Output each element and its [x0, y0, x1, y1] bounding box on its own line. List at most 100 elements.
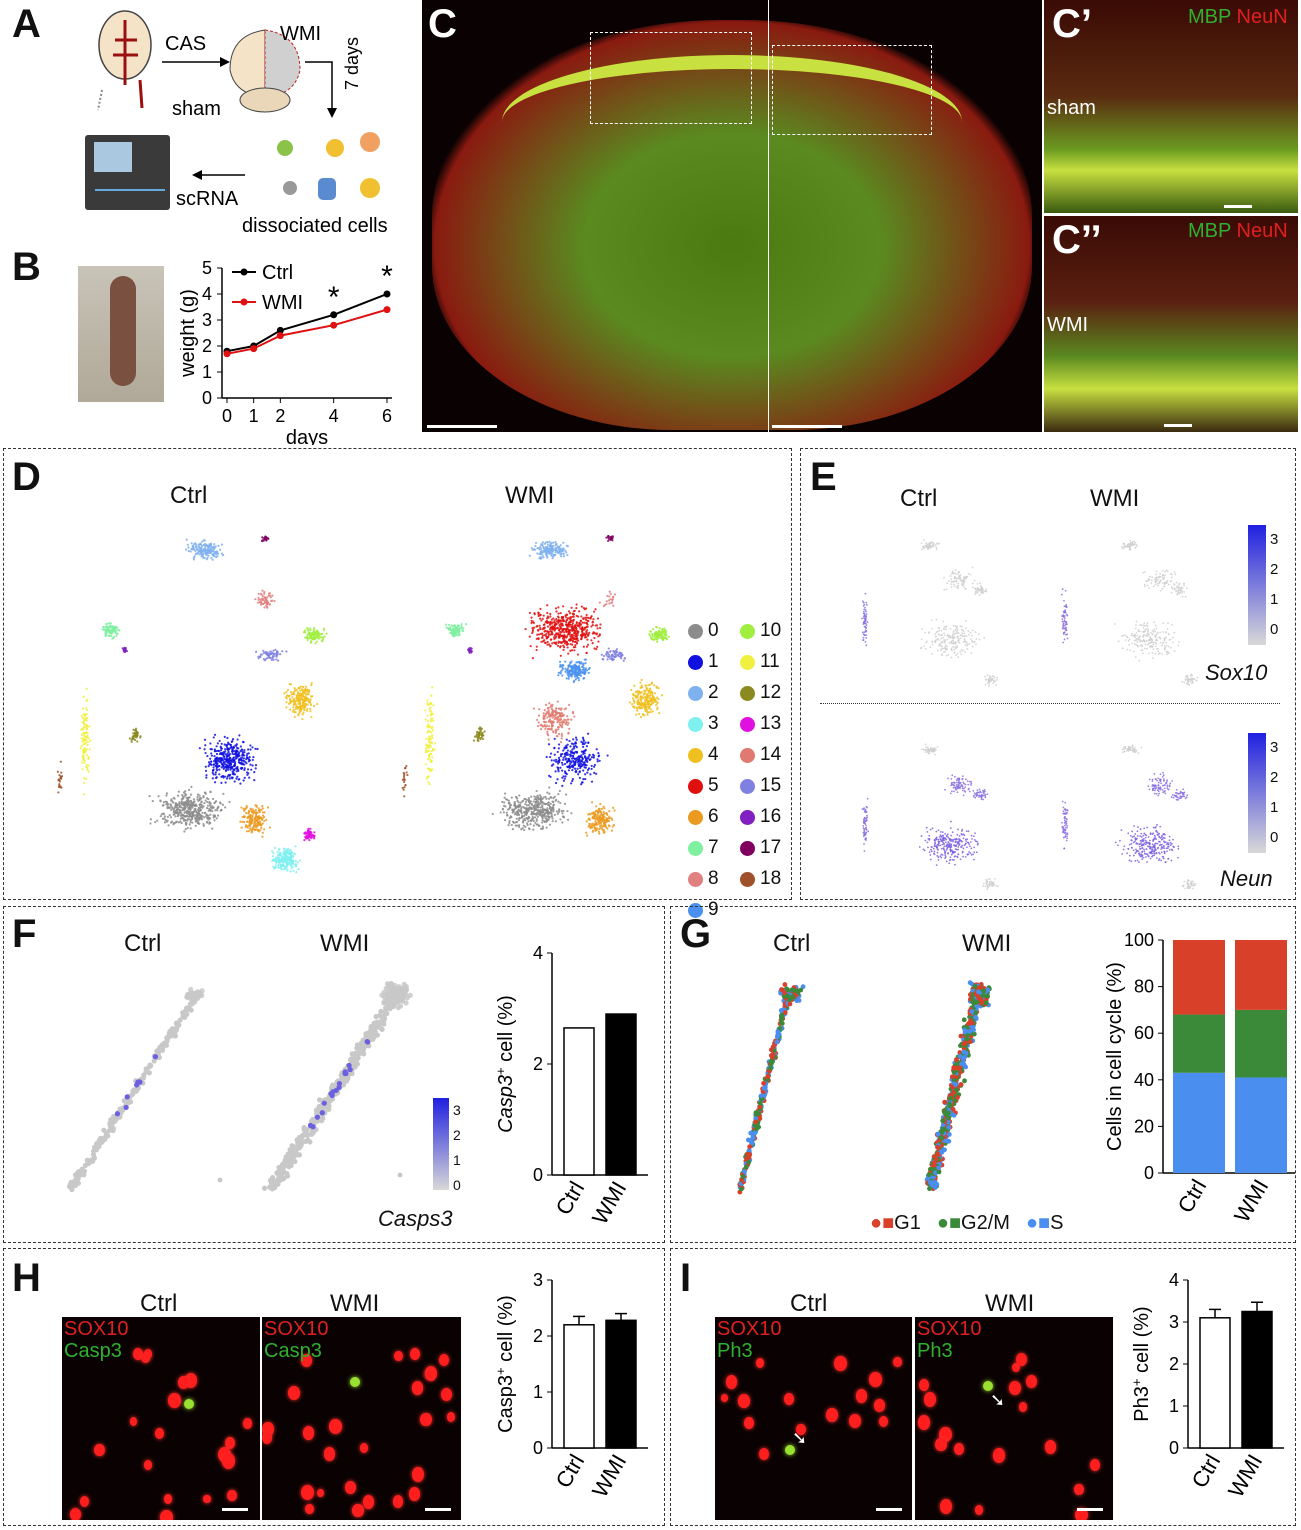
panel-f-frame	[3, 906, 665, 1243]
i-wmi-title: WMI	[985, 1290, 1035, 1317]
cluster-id-label: 18	[760, 868, 782, 889]
nucleus	[409, 1347, 420, 1360]
b-legend-marker	[240, 298, 248, 306]
bar	[563, 1324, 595, 1449]
cluster-id-label: 8	[708, 868, 719, 889]
cluster-id-label: 6	[708, 806, 719, 827]
e-colorbar-2	[1248, 733, 1266, 853]
nucleus	[974, 1505, 983, 1515]
d-wmi-title: WMI	[505, 482, 555, 509]
nucleus	[953, 1442, 964, 1456]
cluster-id-label: 1	[708, 651, 719, 672]
casp3-feature-plots	[66, 980, 413, 1193]
cluster-color-dot	[688, 871, 703, 887]
b-data-point	[330, 321, 338, 329]
g-y-tick: 80	[1134, 977, 1154, 997]
g-y-tick: 20	[1134, 1116, 1154, 1136]
panel-label-a: A	[12, 2, 41, 46]
bar	[605, 1013, 637, 1176]
cluster-legend-item: 18	[740, 868, 781, 890]
bar-y-tick: 1	[533, 1382, 543, 1402]
b-data-point	[330, 311, 338, 319]
nucleus	[725, 1374, 738, 1390]
nucleus	[262, 1431, 273, 1444]
cluster-id-label: 5	[708, 775, 719, 796]
f-wmi-title: WMI	[320, 930, 370, 957]
cluster-legend-item: 4	[688, 744, 719, 766]
cluster-color-dot	[688, 654, 703, 670]
g-cell-cycle-stacked-bar: 0 20 40 60 80 100 Ctrl WMI Cells in cell cycle (…	[1105, 930, 1295, 1227]
b-legend-marker	[240, 268, 248, 276]
nucleus	[1025, 1374, 1037, 1388]
i-ctrl-title: Ctrl	[790, 1290, 828, 1317]
nucleus	[796, 1423, 806, 1436]
bar-y-tick: 2	[533, 1326, 543, 1346]
panel-label-c1: C’	[1052, 2, 1092, 46]
panel-label-c2: C’’	[1052, 218, 1102, 262]
wmi-tag: WMI	[1047, 314, 1089, 336]
cluster-id-label: 3	[708, 713, 719, 734]
cluster-color-dot	[740, 871, 755, 887]
cluster-id-label: 9	[708, 899, 719, 920]
wmi-zoom-image	[1044, 216, 1298, 432]
nucleus	[79, 1496, 89, 1507]
cluster-id-label: 14	[760, 744, 782, 765]
nucleus	[301, 1354, 313, 1368]
sham-tag: sham	[1047, 97, 1096, 119]
panel-i-frame	[670, 1248, 1296, 1526]
bar-y-label: Ph3+ cell (%)	[1130, 1306, 1153, 1421]
b-data-point	[383, 306, 391, 314]
cluster-legend-item: 14	[740, 744, 781, 766]
sham-zoom-image	[1044, 0, 1298, 213]
nucleus	[155, 1428, 165, 1440]
bar-y-tick: 2	[533, 1054, 543, 1074]
bar-y-label: Casp3+ cell (%)	[493, 1295, 518, 1433]
i-ctrl-micrograph	[715, 1317, 912, 1520]
g-y-label: Cells in cell cycle (%)	[1105, 962, 1126, 1151]
cell-cycle-umap-plots	[737, 980, 992, 1195]
b-significance-star: *	[381, 260, 393, 293]
e-ctrl-title: Ctrl	[900, 485, 938, 512]
double-positive-cell	[184, 1399, 194, 1409]
cluster-color-dot	[740, 778, 755, 794]
h-ctrl-stains: SOX10 Casp3	[64, 1318, 129, 1362]
i-arrow-icon-1: ➘	[792, 1428, 808, 1448]
e-wmi-title: WMI	[1090, 485, 1140, 512]
b-data-point	[383, 290, 391, 298]
h-wmi-title: WMI	[330, 1290, 380, 1317]
nucleus	[203, 1494, 211, 1504]
b-x-tick: 4	[329, 406, 339, 426]
h-scalebar-1	[222, 1508, 248, 1511]
b-data-point	[276, 326, 284, 334]
b-data-point	[250, 345, 258, 353]
cluster-legend-item: 3	[688, 713, 719, 735]
nucleus	[758, 1447, 769, 1460]
nucleus	[738, 1394, 750, 1408]
expression-umap-plots	[861, 539, 1199, 890]
cluster-id-label: 13	[760, 713, 782, 734]
bar-y-tick: 4	[1169, 1270, 1179, 1290]
nucleus	[441, 1387, 453, 1401]
bar-category-label: WMI	[587, 1177, 631, 1229]
cluster-id-label: 7	[708, 837, 719, 858]
nucleus	[411, 1467, 424, 1483]
b-legend-label: WMI	[262, 292, 303, 314]
d-ctrl-title: Ctrl	[170, 482, 208, 509]
svg-text:sham: sham	[172, 98, 221, 120]
b-x-tick: 1	[249, 406, 259, 426]
b-y-tick: 1	[202, 362, 212, 382]
g-y-tick: 60	[1134, 1023, 1154, 1043]
bar-category-label: Ctrl	[551, 1450, 590, 1492]
nucleus	[720, 1393, 728, 1403]
nucleus	[826, 1408, 838, 1423]
nucleus	[301, 1484, 315, 1501]
panel-a-schematic: CAS WMI sham 7 days dissociated cells sc…	[85, 10, 388, 237]
nucleus	[225, 1437, 235, 1450]
bar	[1241, 1310, 1273, 1449]
cluster-id-label: 2	[708, 682, 719, 703]
